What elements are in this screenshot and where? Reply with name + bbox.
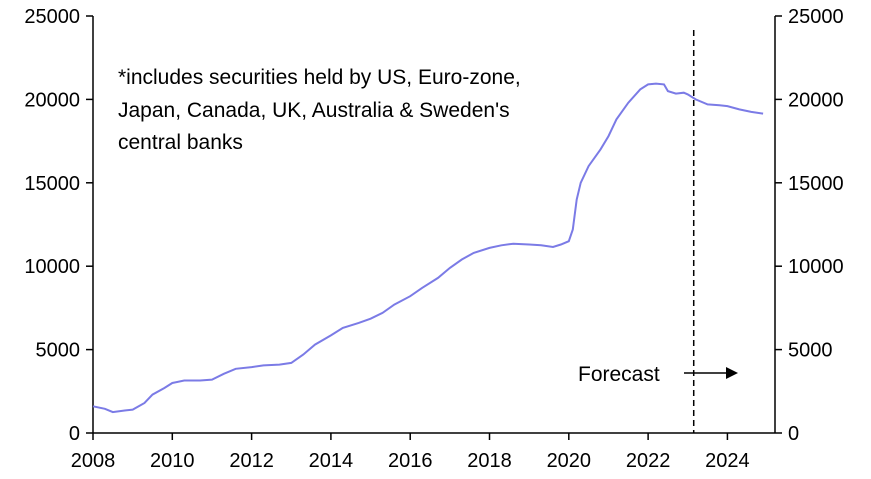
axes-group [92,16,776,434]
y-tick-right-label: 25000 [788,6,844,28]
note-line-1: *includes securities held by US, Euro-zo… [118,66,521,89]
ticks-group: 0 0 5000 5000 10000 10000 15000 15000 20000 20000… [24,6,843,472]
x-tick-label: 2016 [388,450,433,472]
note-line-2: Japan, Canada, UK, Australia & Sweden's [118,99,510,122]
note-line-3: central banks [118,131,243,154]
x-tick-label: 2014 [309,450,354,472]
x-tick-label: 2008 [71,450,116,472]
x-tick-label: 2018 [467,450,512,472]
forecast-arrow-head [726,367,738,379]
x-tick-label: 2012 [229,450,274,472]
y-tick-left-label: 25000 [24,6,80,28]
y-tick-left-label: 15000 [24,173,80,195]
x-tick-label: 2024 [705,450,750,472]
y-tick-right-label: 15000 [788,173,844,195]
x-tick-label: 2010 [150,450,195,472]
series-line [92,82,764,414]
y-tick-right-label: 5000 [788,340,833,362]
y-tick-left-label: 10000 [24,256,80,278]
footnote-annotation: *includes securities held by US, Euro-zo… [118,66,521,154]
x-tick-label: 2020 [547,450,592,472]
y-tick-right-label: 0 [788,423,799,445]
x-tick-label: 2022 [626,450,671,472]
y-tick-left-label: 0 [69,423,80,445]
y-tick-right-label: 20000 [788,89,844,111]
y-tick-left-label: 20000 [24,89,80,111]
forecast-arrow [684,367,738,379]
y-tick-right-label: 10000 [788,256,844,278]
forecast-label: Forecast [578,363,660,386]
y-tick-left-label: 5000 [36,340,81,362]
